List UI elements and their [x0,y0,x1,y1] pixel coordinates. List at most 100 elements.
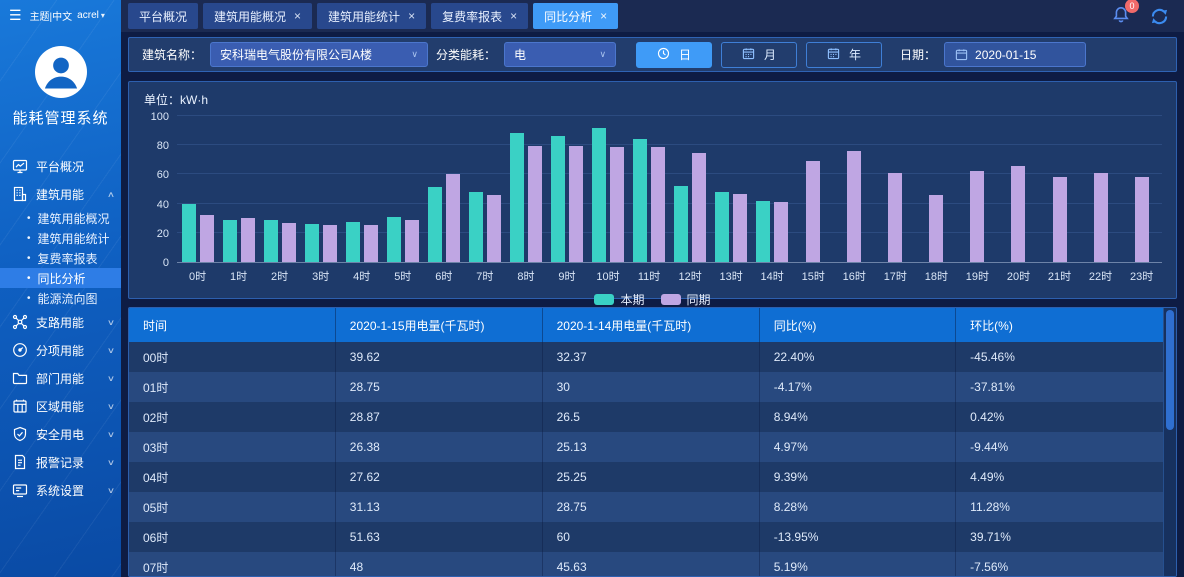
refresh-button[interactable] [1149,6,1170,27]
sidebar-subitem[interactable]: • 建筑用能统计 [0,228,121,248]
tab[interactable]: 平台概况 [128,3,199,29]
hamburger-menu-icon[interactable]: ☰ [9,7,22,23]
table-cell: 03时 [129,432,336,462]
shield-icon [11,426,28,443]
y-tick-label: 0 [162,257,169,269]
table-header-cell: 时间 [129,308,336,342]
bar-group [505,117,546,262]
x-tick-label: 12时 [678,271,702,283]
bar-同期 [281,223,296,262]
theme-language-switch[interactable]: 主题|中文 [29,11,73,23]
legend-item[interactable]: 同期 [660,291,711,308]
bell-icon [1113,6,1129,22]
notifications-button[interactable]: 0 [1111,0,1139,28]
sidebar-item[interactable]: 建筑用能 ∧ [0,180,121,208]
user-menu[interactable]: acrel ▾ [77,10,105,21]
bar-同期 [404,220,419,262]
table-row: 01时 28.75 30 -4.17% -37.81% [129,372,1163,402]
topbar: 平台概况 建筑用能概况 × 建筑用能统计 × 复费率报表 × 同比分析 × 0 [121,0,1184,32]
chart-panel: 单位：kW·h 0 20 40 60 80 100 0时 1时 2时 3时 4时 5时 6时 7时 8时 9… [128,81,1177,307]
sidebar-item[interactable]: 报警记录 ∨ [0,448,121,476]
data-table-panel: 时间 2020-1-15用电量(千瓦时) 2020-1-14用电量(千瓦时) 同比(%… [128,307,1177,577]
sidebar-item[interactable]: 部门用能 ∨ [0,364,121,392]
tab[interactable]: 建筑用能统计 × [317,3,427,29]
chevron-down-icon: ∨ [106,401,116,411]
sidebar-subitem-label: 能源流向图 [37,291,98,306]
bar-groups [177,117,1162,262]
y-tick-label: 100 [150,111,169,123]
table-cell: 27.62 [336,462,543,492]
sidebar-item-label: 安全用电 [36,427,85,442]
y-tick-label: 80 [156,140,169,153]
tab-label: 平台概况 [139,9,188,24]
sidebar-item[interactable]: 安全用电 ∨ [0,420,121,448]
sidebar-item[interactable]: 支路用能 ∨ [0,308,121,336]
table-cell: 02时 [129,402,336,432]
person-icon [44,57,77,89]
date-label: 日期： [900,48,937,62]
topbar-actions: 0 [1111,0,1170,28]
energy-type-select[interactable]: 电 ∨ [504,42,617,67]
bar-同期 [609,147,624,262]
bar-本期 [633,139,648,262]
table-row: 06时 51.63 60 -13.95% 39.71% [129,522,1163,552]
content: 建筑名称： 安科瑞电气股份有限公司A楼 ∨ 分类能耗： 电 ∨ 日月年 日期： … [121,32,1184,577]
scrollbar-thumb[interactable] [1166,310,1174,430]
x-tick-label: 18时 [924,271,948,283]
bar-同期 [568,145,583,262]
sidebar-subitem[interactable]: • 同比分析 [0,268,121,288]
table-cell: 31.13 [336,492,543,522]
bar-同期 [1134,176,1149,262]
sidebar-subitem[interactable]: • 能源流向图 [0,288,121,308]
building-select[interactable]: 安科瑞电气股份有限公司A楼 ∨ [210,42,429,67]
table-cell: 8.94% [760,402,957,432]
table-cell: 4.97% [760,432,957,462]
tab-label: 同比分析 [544,9,593,24]
period-button-label: 月 [764,48,777,62]
x-tick-label: 4时 [353,271,371,283]
sidebar-item[interactable]: 平台概况 [0,152,121,180]
table-cell: 05时 [129,492,336,522]
chart-y-axis: 0 20 40 60 80 100 [143,111,177,269]
gridline [177,202,1162,204]
tab-close-icon[interactable]: × [600,9,608,23]
period-button[interactable]: 年 [806,41,883,68]
table-scrollbar[interactable] [1163,308,1176,576]
chevron-down-icon: ∨ [106,429,116,439]
date-input[interactable]: 2020-01-15 [944,42,1087,67]
bar-本期 [181,204,196,262]
bar-本期 [222,220,237,262]
period-button[interactable]: 月 [721,41,798,68]
table-cell: -4.17% [760,372,957,402]
legend-item[interactable]: 本期 [594,291,645,308]
tab[interactable]: 同比分析 × [533,3,619,29]
tab[interactable]: 复费率报表 × [431,3,529,29]
bar-同期 [733,194,748,262]
sidebar-item-label: 报警记录 [36,455,85,470]
table-header-cell: 环比(%) [970,318,1013,333]
calendar-icon [742,47,755,63]
x-tick-label: 17时 [883,271,907,283]
data-table: 时间 2020-1-15用电量(千瓦时) 2020-1-14用电量(千瓦时) 同比(%… [129,308,1163,576]
y-tick-label: 40 [156,198,169,211]
tab[interactable]: 建筑用能概况 × [203,3,313,29]
x-tick-label: 9时 [558,271,576,283]
bar-group [793,117,834,262]
period-button[interactable]: 日 [636,41,713,68]
energy-type-value: 电 [514,48,527,62]
tab-close-icon[interactable]: × [294,9,302,23]
tab-bar: 平台概况 建筑用能概况 × 建筑用能统计 × 复费率报表 × 同比分析 × [128,3,619,29]
sidebar-subitem[interactable]: • 建筑用能概况 [0,208,121,228]
sidebar-item[interactable]: 系统设置 ∨ [0,476,121,504]
sidebar-subitem[interactable]: • 复费率报表 [0,248,121,268]
bar-同期 [888,172,903,262]
table-cell: 8.28% [760,492,957,522]
y-tick-label: 20 [156,227,169,240]
tab-close-icon[interactable]: × [408,9,416,23]
tab-close-icon[interactable]: × [510,9,518,23]
table-body: 00时 39.62 32.37 22.40% -45.46% 01时 28.75 30 -4.1… [129,342,1163,576]
folder-icon [11,370,28,387]
sidebar-item[interactable]: 区域用能 ∨ [0,392,121,420]
sidebar-item[interactable]: 分项用能 ∨ [0,336,121,364]
table-cell: 06时 [129,522,336,552]
